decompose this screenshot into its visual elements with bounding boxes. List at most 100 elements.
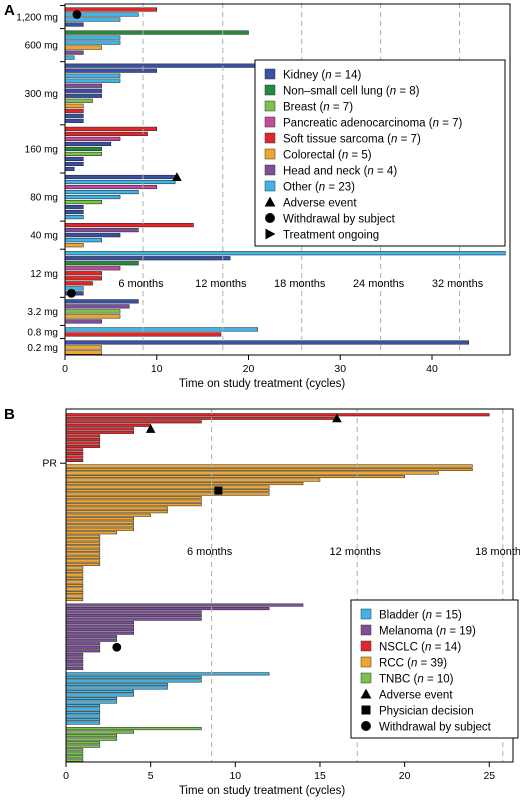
bar (65, 614, 202, 618)
legend-paren: ) (349, 102, 353, 114)
plot-frame (65, 408, 514, 763)
bar (65, 663, 84, 667)
legend-paren: ) (457, 642, 461, 654)
bar (65, 631, 134, 635)
bar (64, 319, 102, 324)
legend-circle-symbol (361, 721, 371, 731)
bar (64, 299, 139, 304)
bar (65, 628, 134, 632)
bar (65, 420, 202, 424)
legend-equals: = (424, 674, 437, 686)
bar (65, 506, 168, 510)
month-label: 6 months (118, 278, 164, 290)
legend-paren: ) (443, 658, 447, 670)
bar (64, 78, 121, 83)
bar (65, 672, 270, 676)
legend-paren: ) (358, 70, 362, 82)
x-tick-label: 20 (399, 770, 411, 782)
legend-marker-label: Withdrawal by subject (379, 722, 492, 734)
bar (65, 721, 101, 725)
bar (65, 580, 84, 584)
legend: Kidney (n = 14)Non–small cell lung (n = … (254, 59, 506, 247)
legend-paren: ( (410, 674, 417, 686)
legend-n-symbol: n (325, 70, 331, 82)
legend-triangle-symbol (360, 688, 372, 699)
panel-letter: B (4, 406, 15, 423)
legend-swatch (360, 608, 372, 620)
bar (65, 649, 101, 653)
legend-equals: = (332, 70, 345, 82)
bar (64, 215, 84, 220)
bar (65, 451, 84, 455)
bar (65, 471, 439, 475)
legend-swatch (360, 672, 372, 684)
triangle-marker (332, 413, 342, 423)
bar (64, 161, 84, 167)
legend-count: 7 (343, 102, 349, 114)
bar (65, 503, 202, 507)
legend-paren: ( (419, 610, 426, 622)
legend-paren: ) (368, 150, 372, 162)
dose-label: 160 mg (25, 144, 58, 155)
dose-label: 0.2 mg (27, 343, 58, 354)
bar (65, 569, 84, 573)
bar (65, 727, 202, 731)
bar (65, 659, 84, 663)
dose-label: 40 mg (30, 231, 58, 242)
x-tick-label: 40 (426, 363, 438, 375)
bar (64, 194, 121, 200)
legend-swatch (264, 164, 276, 176)
bar (65, 656, 84, 660)
bar (64, 243, 84, 248)
legend-name: Non–small cell lung (283, 86, 383, 98)
legend-entry: Breast (n = 7) (283, 102, 353, 114)
dose-label: 3.2 mg (27, 307, 58, 318)
dose-label: 12 mg (30, 269, 58, 280)
x-axis-title: Time on study treatment (cycles) (179, 378, 346, 390)
legend-swatch (360, 656, 372, 668)
legend-equals: = (439, 118, 452, 130)
bar (64, 238, 102, 243)
legend-equals: = (417, 658, 430, 670)
bar (64, 205, 84, 210)
legend-n-symbol: n (367, 166, 373, 178)
legend-name: Soft tissue sarcoma (283, 134, 385, 146)
bar (65, 696, 118, 700)
bar (64, 63, 286, 68)
bar (64, 179, 176, 185)
legend-name: Head and neck (283, 166, 361, 178)
bar (65, 548, 101, 552)
bar (65, 566, 84, 570)
bar (64, 314, 121, 319)
bar (64, 210, 84, 215)
legend-name: Other (283, 182, 312, 194)
legend-equals: = (431, 642, 444, 654)
legend-entry: Head and neck (n = 4) (283, 166, 397, 178)
bar (64, 350, 102, 355)
bar (65, 730, 134, 734)
bar (64, 286, 84, 291)
bar (65, 645, 101, 649)
dose-label: 1,200 mg (16, 13, 58, 24)
bar (65, 737, 118, 741)
bar (65, 455, 84, 459)
bar (64, 22, 84, 27)
x-tick-label: 10 (229, 770, 241, 782)
legend-n-symbol: n (411, 658, 417, 670)
legend-equals: = (325, 182, 338, 194)
bar (65, 527, 134, 531)
bar (65, 748, 84, 752)
bar (65, 430, 134, 434)
month-label: 18 months (274, 278, 326, 290)
bar (64, 166, 75, 172)
bar (65, 531, 118, 535)
legend-paren: ) (458, 610, 462, 622)
legend-equals: = (374, 166, 387, 178)
bar (65, 573, 84, 577)
bar (64, 30, 249, 35)
legend-paren: ) (450, 674, 454, 686)
bar (64, 103, 84, 108)
square-marker (214, 486, 223, 495)
legend-equals: = (397, 134, 410, 146)
bar (64, 73, 121, 78)
